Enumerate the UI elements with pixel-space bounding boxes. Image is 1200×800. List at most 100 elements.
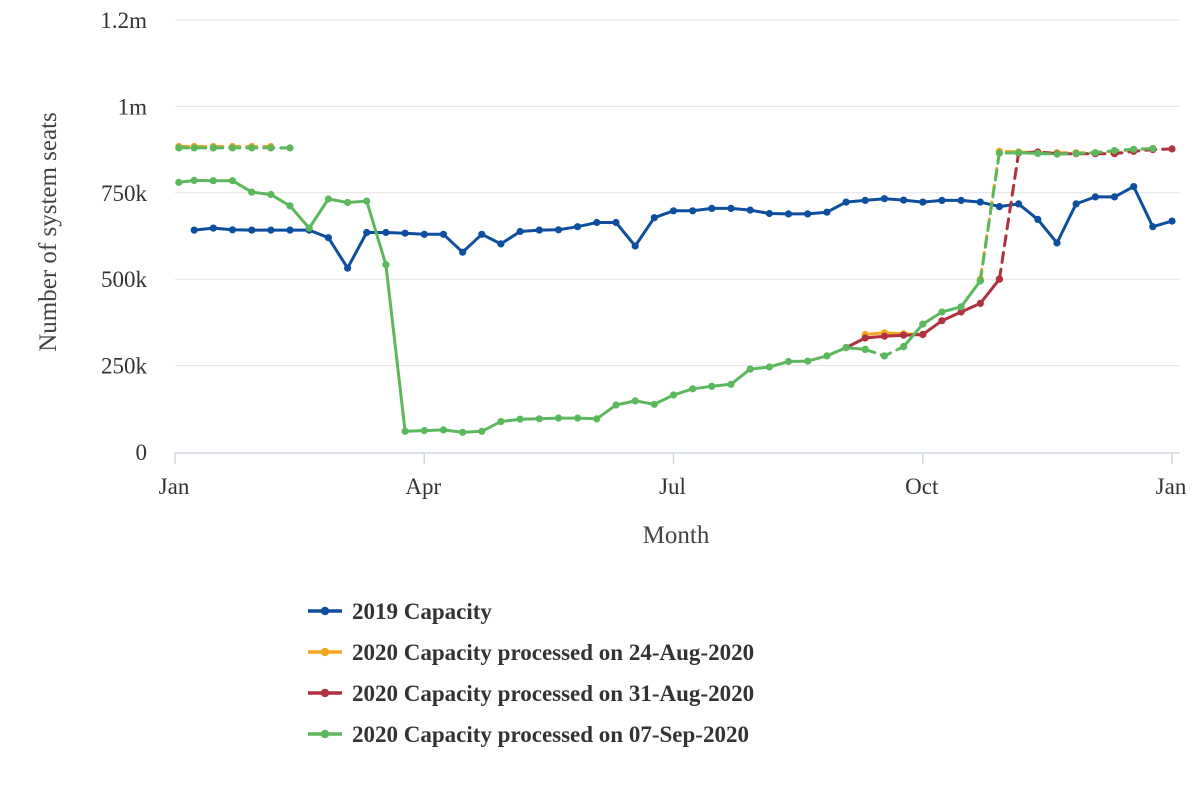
data-point[interactable] — [1130, 145, 1138, 153]
data-point[interactable] — [650, 400, 658, 408]
data-point[interactable] — [1091, 149, 1099, 157]
data-point[interactable] — [574, 223, 582, 231]
data-point[interactable] — [900, 343, 908, 351]
data-point[interactable] — [593, 415, 601, 423]
legend-item[interactable]: 2020 Capacity processed on 07-Sep-2020 — [308, 722, 749, 747]
data-point[interactable] — [612, 401, 620, 409]
data-point[interactable] — [1072, 149, 1080, 157]
data-point[interactable] — [957, 303, 965, 311]
data-point[interactable] — [286, 144, 294, 152]
data-point[interactable] — [305, 224, 313, 232]
data-point[interactable] — [1015, 200, 1023, 208]
data-point[interactable] — [439, 426, 447, 434]
data-point[interactable] — [765, 363, 774, 371]
data-point[interactable] — [631, 242, 639, 250]
data-point[interactable] — [900, 196, 908, 204]
data-point[interactable] — [554, 226, 563, 234]
data-point[interactable] — [209, 177, 217, 185]
data-point[interactable] — [248, 188, 256, 196]
data-point[interactable] — [1072, 200, 1080, 208]
data-point[interactable] — [190, 226, 198, 234]
data-point[interactable] — [497, 240, 505, 248]
data-point[interactable] — [401, 229, 409, 237]
legend-item[interactable]: 2019 Capacity — [308, 599, 492, 624]
data-point[interactable] — [1053, 150, 1061, 158]
data-point[interactable] — [689, 207, 697, 215]
data-point[interactable] — [478, 230, 486, 238]
data-point[interactable] — [976, 299, 984, 307]
data-point[interactable] — [248, 144, 256, 152]
data-point[interactable] — [784, 357, 793, 366]
data-point[interactable] — [267, 226, 275, 234]
legend-item[interactable]: 2020 Capacity processed on 24-Aug-2020 — [308, 640, 754, 665]
data-point[interactable] — [650, 214, 658, 222]
data-point[interactable] — [344, 198, 352, 207]
data-point[interactable] — [995, 203, 1004, 211]
legend-item[interactable]: 2020 Capacity processed on 31-Aug-2020 — [308, 681, 754, 706]
data-point[interactable] — [823, 208, 831, 216]
data-point[interactable] — [842, 198, 850, 206]
data-point[interactable] — [535, 415, 543, 423]
data-point[interactable] — [363, 197, 371, 205]
data-point[interactable] — [919, 320, 927, 328]
data-point[interactable] — [919, 330, 927, 339]
data-point[interactable] — [880, 352, 889, 360]
data-point[interactable] — [631, 397, 639, 405]
data-point[interactable] — [344, 264, 352, 272]
data-point[interactable] — [175, 144, 183, 152]
data-point[interactable] — [209, 224, 217, 232]
data-point[interactable] — [823, 352, 831, 360]
data-point[interactable] — [190, 144, 198, 152]
data-point[interactable] — [746, 206, 754, 214]
data-point[interactable] — [727, 204, 735, 212]
data-point[interactable] — [1168, 217, 1176, 225]
data-point[interactable] — [957, 308, 965, 316]
data-point[interactable] — [976, 277, 984, 285]
data-point[interactable] — [228, 177, 237, 185]
data-point[interactable] — [842, 344, 850, 352]
data-point[interactable] — [175, 178, 183, 186]
data-point[interactable] — [689, 385, 697, 393]
data-point[interactable] — [957, 196, 965, 204]
data-point[interactable] — [363, 228, 371, 237]
data-point[interactable] — [1053, 239, 1061, 247]
data-point[interactable] — [938, 317, 946, 325]
data-point[interactable] — [209, 144, 217, 152]
data-point[interactable] — [228, 226, 237, 234]
data-point[interactable] — [861, 196, 869, 204]
data-point[interactable] — [1015, 149, 1023, 157]
data-point[interactable] — [382, 261, 390, 269]
data-point[interactable] — [420, 427, 428, 435]
data-point[interactable] — [459, 248, 467, 256]
data-point[interactable] — [880, 332, 889, 340]
data-point[interactable] — [286, 202, 294, 210]
data-point[interactable] — [1034, 149, 1042, 157]
data-point[interactable] — [919, 198, 927, 206]
data-point[interactable] — [1034, 215, 1042, 223]
data-point[interactable] — [459, 428, 467, 436]
data-point[interactable] — [861, 345, 869, 353]
data-point[interactable] — [804, 210, 812, 218]
data-point[interactable] — [880, 195, 889, 203]
data-point[interactable] — [554, 414, 563, 422]
data-point[interactable] — [976, 198, 984, 206]
data-point[interactable] — [382, 228, 390, 237]
data-point[interactable] — [1110, 147, 1119, 155]
data-point[interactable] — [1091, 193, 1099, 201]
data-point[interactable] — [995, 275, 1004, 283]
data-point[interactable] — [612, 218, 620, 227]
data-point[interactable] — [900, 331, 908, 339]
data-point[interactable] — [190, 176, 198, 184]
data-point[interactable] — [1149, 145, 1157, 153]
data-point[interactable] — [248, 226, 256, 234]
data-point[interactable] — [746, 365, 754, 373]
data-point[interactable] — [478, 427, 486, 435]
data-point[interactable] — [439, 230, 447, 238]
data-point[interactable] — [669, 391, 678, 399]
data-point[interactable] — [516, 415, 524, 423]
data-point[interactable] — [267, 190, 275, 199]
data-point[interactable] — [708, 204, 716, 212]
data-point[interactable] — [535, 226, 543, 234]
data-point[interactable] — [574, 414, 582, 422]
data-point[interactable] — [708, 382, 716, 390]
